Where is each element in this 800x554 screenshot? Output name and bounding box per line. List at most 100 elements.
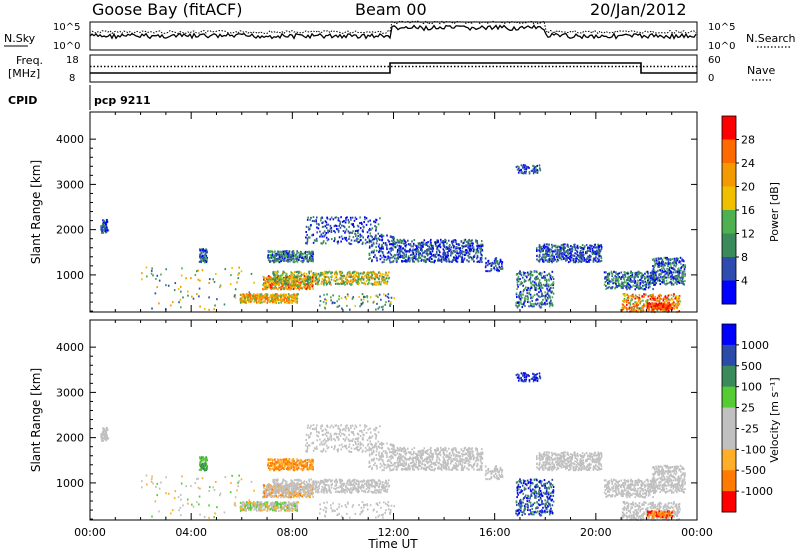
power-cell [281, 251, 283, 254]
power-cell [630, 308, 633, 311]
power-cell [545, 284, 547, 287]
power-cell [475, 240, 477, 243]
power-cell [367, 274, 370, 277]
power-cell [485, 270, 487, 273]
power-cell [660, 305, 662, 308]
power-cell [281, 254, 284, 257]
power-cell [293, 251, 295, 254]
power-cell [523, 172, 525, 175]
power-cell [642, 288, 645, 291]
power-cell [332, 294, 334, 297]
power-cell [306, 234, 308, 237]
power-cell [354, 304, 357, 307]
power-cell [291, 294, 294, 297]
power-cell [357, 278, 360, 281]
power-cell [488, 262, 491, 265]
power-cell [208, 308, 210, 311]
power-cell [245, 294, 247, 297]
power-cell [277, 277, 280, 280]
power-cell [237, 277, 240, 280]
power-cell [579, 260, 581, 263]
power-cell [617, 277, 620, 280]
power-cell [657, 260, 659, 263]
power-cell [538, 272, 540, 275]
power-cell [198, 295, 200, 298]
power-cell [667, 309, 670, 312]
power-cell [276, 253, 279, 256]
power-cell [352, 230, 354, 233]
power-cell [370, 275, 373, 278]
power-cell [369, 223, 372, 226]
power-cell [359, 272, 362, 275]
power-cell [456, 250, 458, 253]
power-cell [581, 244, 584, 247]
power-cell [370, 228, 372, 231]
power-cell [354, 233, 357, 236]
power-cell [676, 306, 678, 309]
power-cell [538, 304, 541, 307]
velocity-cell [107, 437, 110, 440]
power-cell [530, 304, 532, 307]
power-cell [643, 284, 646, 287]
power-cell [640, 286, 643, 289]
velocity-cell [200, 456, 202, 459]
power-cell [662, 265, 664, 268]
power-cell [340, 277, 343, 280]
power-cell [435, 245, 438, 248]
power-cell [399, 248, 402, 251]
power-cell [524, 297, 527, 300]
power-cell [536, 302, 539, 305]
power-cell [388, 259, 391, 262]
power-cell [378, 249, 381, 252]
power-cell [229, 283, 232, 286]
power-cell [536, 275, 539, 278]
power-cell [458, 243, 461, 246]
power-cell [633, 303, 635, 306]
power-cell [565, 251, 567, 254]
power-cell [342, 230, 345, 233]
power-cell [285, 278, 287, 281]
power-cell [459, 247, 462, 250]
power-cell [479, 251, 482, 254]
power-cell [598, 247, 600, 250]
power-cell [321, 216, 323, 219]
power-cell [327, 229, 329, 232]
power-cell [569, 248, 571, 251]
power-cell [302, 281, 304, 284]
power-cell [334, 238, 336, 241]
power-cell [682, 270, 684, 273]
power-cell [563, 246, 566, 249]
power-cell [104, 227, 107, 230]
power-cell [205, 248, 207, 251]
power-cell [378, 247, 381, 250]
power-cell [346, 304, 348, 307]
power-cell [389, 301, 392, 304]
power-cell [543, 244, 546, 247]
power-cell [625, 303, 628, 306]
power-cell [265, 295, 268, 298]
power-cell [393, 240, 396, 243]
power-cell [404, 260, 406, 263]
power-cell [381, 235, 383, 238]
power-cell [586, 251, 588, 254]
velocity-cell [202, 459, 204, 462]
power-cell [239, 301, 242, 304]
power-cell [479, 245, 481, 248]
power-cell [337, 282, 339, 285]
power-cell [328, 279, 331, 282]
power-cell [316, 281, 318, 284]
power-cell [452, 249, 455, 252]
power-cell [342, 280, 345, 283]
power-cell [516, 278, 518, 281]
velocity-cell [296, 508, 299, 511]
power-cell [543, 271, 546, 274]
power-cell [383, 261, 385, 264]
power-cell [275, 254, 278, 257]
power-cell [353, 279, 356, 282]
power-cell [186, 290, 189, 293]
power-cell [405, 250, 408, 253]
power-cell [287, 258, 290, 261]
power-cell [377, 245, 380, 248]
power-cell [349, 280, 352, 283]
power-cell [635, 285, 638, 288]
